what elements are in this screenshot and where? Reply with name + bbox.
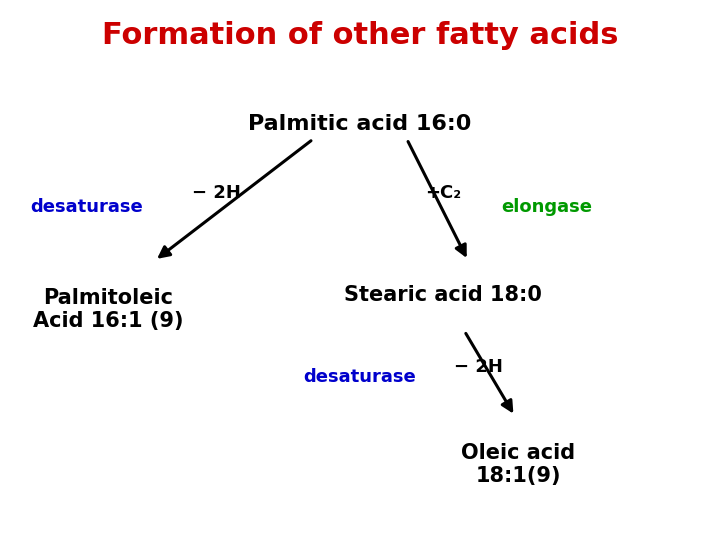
Text: − 2H: − 2H xyxy=(454,359,503,376)
Text: Formation of other fatty acids: Formation of other fatty acids xyxy=(102,21,618,50)
Text: +C₂: +C₂ xyxy=(425,184,461,201)
Text: Stearic acid 18:0: Stearic acid 18:0 xyxy=(344,285,541,305)
Text: desaturase: desaturase xyxy=(304,368,416,386)
Text: desaturase: desaturase xyxy=(30,198,143,216)
Text: elongase: elongase xyxy=(502,198,593,216)
Text: Palmitoleic
Acid 16:1 (9): Palmitoleic Acid 16:1 (9) xyxy=(32,287,184,330)
Text: Oleic acid
18:1(9): Oleic acid 18:1(9) xyxy=(462,443,575,486)
Text: − 2H: − 2H xyxy=(192,184,240,201)
Text: Palmitic acid 16:0: Palmitic acid 16:0 xyxy=(248,114,472,134)
